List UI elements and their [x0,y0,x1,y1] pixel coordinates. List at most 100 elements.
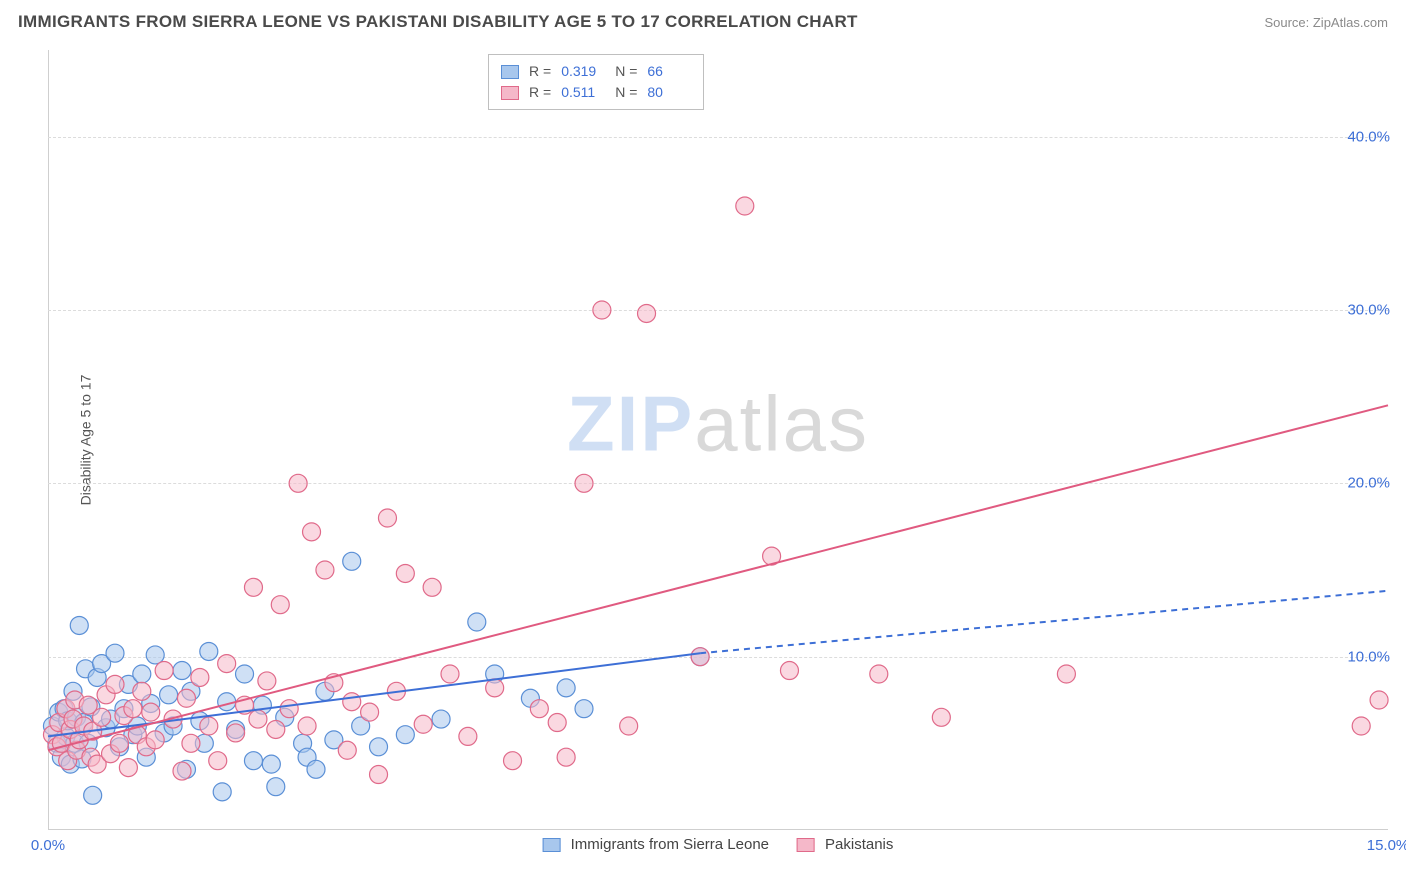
y-tick: 20.0% [1347,475,1390,492]
data-point-pakistanis [370,766,388,784]
chart-header: IMMIGRANTS FROM SIERRA LEONE VS PAKISTAN… [18,12,1388,32]
data-point-pakistanis [504,752,522,770]
trend-line-pakistanis [48,405,1388,750]
data-point-sierra_leone [173,662,191,680]
swatch-icon [797,838,815,852]
stats-legend: R = 0.319 N = 66 R = 0.511 N = 80 [488,54,704,110]
data-point-pakistanis [1370,691,1388,709]
data-point-pakistanis [530,700,548,718]
data-point-sierra_leone [133,665,151,683]
data-point-pakistanis [486,679,504,697]
data-point-pakistanis [258,672,276,690]
n-value: 66 [647,61,691,82]
data-point-sierra_leone [307,760,325,778]
source-attribution: Source: ZipAtlas.com [1264,15,1388,30]
data-point-pakistanis [146,731,164,749]
legend-item-sierra_leone: Immigrants from Sierra Leone [543,834,769,857]
data-point-sierra_leone [146,646,164,664]
data-point-pakistanis [142,703,160,721]
data-point-pakistanis [133,682,151,700]
data-point-pakistanis [173,762,191,780]
data-point-pakistanis [200,717,218,735]
data-point-pakistanis [244,578,262,596]
r-value: 0.511 [561,82,605,103]
data-point-sierra_leone [213,783,231,801]
data-point-sierra_leone [262,755,280,773]
swatch-icon [501,65,519,79]
data-point-sierra_leone [84,786,102,804]
n-label: N = [615,61,637,82]
data-point-pakistanis [191,668,209,686]
data-point-pakistanis [119,759,137,777]
series-legend: Immigrants from Sierra Leone Pakistanis [543,834,894,857]
y-tick: 40.0% [1347,128,1390,145]
data-point-pakistanis [1057,665,1075,683]
data-point-pakistanis [218,655,236,673]
stats-row-sierra_leone: R = 0.319 N = 66 [501,61,691,82]
data-point-pakistanis [780,662,798,680]
data-point-sierra_leone [267,778,285,796]
n-value: 80 [647,82,691,103]
data-point-pakistanis [548,714,566,732]
data-point-pakistanis [396,564,414,582]
data-point-pakistanis [177,689,195,707]
data-point-sierra_leone [200,642,218,660]
data-point-pakistanis [124,700,142,718]
data-point-pakistanis [557,748,575,766]
y-tick: 30.0% [1347,302,1390,319]
y-tick: 10.0% [1347,648,1390,665]
r-label: R = [529,61,551,82]
data-point-sierra_leone [370,738,388,756]
data-point-pakistanis [93,708,111,726]
data-point-sierra_leone [70,616,88,634]
data-point-sierra_leone [396,726,414,744]
n-label: N = [615,82,637,103]
data-point-pakistanis [736,197,754,215]
data-point-pakistanis [343,693,361,711]
data-point-pakistanis [182,734,200,752]
data-point-pakistanis [106,675,124,693]
data-point-pakistanis [575,474,593,492]
data-point-pakistanis [378,509,396,527]
data-point-pakistanis [361,703,379,721]
data-point-pakistanis [289,474,307,492]
data-point-pakistanis [414,715,432,733]
swatch-icon [501,86,519,100]
data-point-pakistanis [316,561,334,579]
data-point-pakistanis [691,648,709,666]
legend-item-pakistanis: Pakistanis [797,834,893,857]
data-point-pakistanis [932,708,950,726]
data-point-pakistanis [338,741,356,759]
data-point-sierra_leone [557,679,575,697]
x-tick: 15.0% [1367,837,1406,854]
swatch-icon [543,838,561,852]
data-point-pakistanis [110,734,128,752]
data-point-pakistanis [280,700,298,718]
data-point-pakistanis [638,304,656,322]
data-point-pakistanis [441,665,459,683]
stats-row-pakistanis: R = 0.511 N = 80 [501,82,691,103]
data-point-sierra_leone [160,686,178,704]
data-point-pakistanis [620,717,638,735]
data-point-pakistanis [459,727,477,745]
chart-plot-area: Disability Age 5 to 17 ZIPatlas R =0.319… [48,50,1388,830]
data-point-sierra_leone [244,752,262,770]
data-point-pakistanis [209,752,227,770]
data-point-pakistanis [870,665,888,683]
r-label: R = [529,82,551,103]
data-point-pakistanis [593,301,611,319]
data-point-sierra_leone [236,665,254,683]
scatter-svg [48,50,1388,830]
x-tick: 0.0% [31,837,65,854]
data-point-pakistanis [227,724,245,742]
chart-title: IMMIGRANTS FROM SIERRA LEONE VS PAKISTAN… [18,12,858,32]
data-point-pakistanis [249,710,267,728]
legend-label: Pakistanis [825,834,893,857]
r-value: 0.319 [561,61,605,82]
data-point-pakistanis [267,720,285,738]
data-point-sierra_leone [575,700,593,718]
data-point-sierra_leone [343,552,361,570]
data-point-pakistanis [303,523,321,541]
data-point-sierra_leone [106,644,124,662]
data-point-sierra_leone [432,710,450,728]
